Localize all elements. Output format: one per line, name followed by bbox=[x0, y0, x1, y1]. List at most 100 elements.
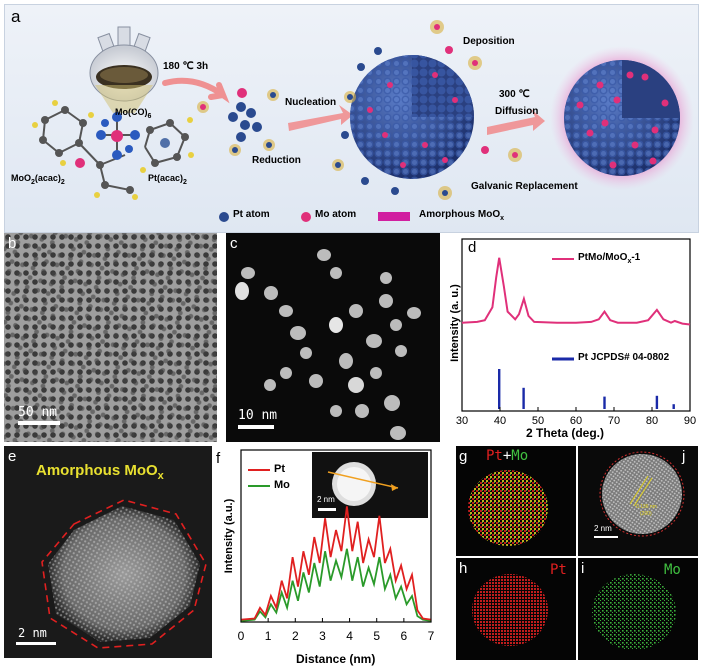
eds-xlabel: Distance (nm) bbox=[296, 652, 376, 666]
eds-inset-scale-label: 2 nm bbox=[317, 495, 335, 504]
xrd-reference-bar bbox=[522, 387, 525, 409]
panel-j-annot1: 0.196 nm bbox=[636, 504, 657, 510]
step2-label: Diffusion bbox=[495, 106, 539, 117]
eds-inset-image bbox=[312, 452, 428, 518]
flask-icon bbox=[89, 26, 159, 113]
panel-h-title: Pt bbox=[550, 562, 567, 578]
xrd-reference-bar bbox=[672, 404, 675, 409]
panel-a: a bbox=[4, 4, 699, 233]
panel-h-label: h bbox=[459, 560, 468, 577]
hrtem-lattice-icon bbox=[594, 451, 685, 538]
panel-a-schematic bbox=[32, 20, 694, 222]
eds-plot-svg: 0 1 2 3 4 5 6 7 bbox=[238, 449, 435, 643]
eds-mo-map-icon bbox=[592, 574, 676, 650]
panel-a-label: a bbox=[11, 7, 21, 26]
legend-moox-label: Amorphous MoOx bbox=[419, 209, 505, 222]
eds-xtick-label: 4 bbox=[346, 629, 353, 643]
reagent-pt-label: Pt(acac)2 bbox=[148, 173, 187, 186]
reduction-label: Reduction bbox=[252, 155, 301, 166]
eds-legend-mo-label: Mo bbox=[274, 479, 290, 491]
panel-c-label: c bbox=[230, 235, 238, 252]
panel-i-title: Mo bbox=[664, 562, 681, 578]
panel-c-haadf-image: c 10 nm bbox=[226, 233, 440, 442]
panel-j-scale-label: 2 nm bbox=[594, 524, 612, 533]
final-nanoparticle-icon bbox=[550, 46, 694, 190]
panel-d-xrd-chart: 30 40 50 60 70 80 90 d PtMo/MoOx-1 Pt JCPDS# 0… bbox=[444, 233, 698, 442]
reduction-cluster-icon bbox=[197, 88, 279, 156]
eds-overlay-map-icon bbox=[468, 470, 548, 546]
arrow-diffusion-icon bbox=[487, 109, 545, 135]
panel-g-eds-overlay: g Pt+Mo bbox=[456, 446, 576, 556]
panel-e-label: e bbox=[8, 448, 17, 465]
xrd-xlabel: 2 Theta (deg.) bbox=[526, 426, 605, 440]
legend-mo-dot-icon bbox=[301, 212, 311, 222]
panel-b-label: b bbox=[8, 235, 17, 252]
surrounding-atoms-icon bbox=[332, 20, 522, 200]
eds-xtick-label: 6 bbox=[401, 629, 408, 643]
arrow-nucleation-icon bbox=[288, 105, 353, 131]
panel-e-title: Amorphous MoOx bbox=[36, 462, 164, 482]
step2-temp-label: 300 ℃ bbox=[499, 89, 530, 100]
eds-xtick-label: 5 bbox=[373, 629, 380, 643]
xrd-legend-ref-label: Pt JCPDS# 04-0802 bbox=[578, 352, 670, 363]
eds-xtick-label: 2 bbox=[292, 629, 299, 643]
xrd-series-line bbox=[461, 257, 691, 326]
hrtem-particle-icon bbox=[16, 499, 207, 649]
panel-c-scale-label: 10 nm bbox=[238, 408, 278, 423]
panel-j-annot2: (200) bbox=[640, 511, 652, 517]
panel-g-title: Pt+Mo bbox=[486, 448, 529, 464]
legend-mo-label: Mo atom bbox=[315, 209, 357, 220]
eds-ylabel: Intensity (a.u.) bbox=[223, 498, 235, 574]
panel-h-eds-pt-map: h Pt bbox=[456, 558, 576, 660]
xrd-xtick-label: 30 bbox=[456, 415, 468, 427]
legend-pt-dot-icon bbox=[219, 212, 229, 222]
panel-d-label: d bbox=[468, 239, 477, 256]
xrd-xtick-label: 60 bbox=[570, 415, 582, 427]
eds-xtick-label: 0 bbox=[238, 629, 245, 643]
galvanic-label: Galvanic Replacement bbox=[471, 181, 578, 192]
xrd-plot-svg: 30 40 50 60 70 80 90 bbox=[456, 238, 696, 427]
xrd-xtick-label: 90 bbox=[684, 415, 696, 427]
molecule-atoms-icon bbox=[32, 100, 194, 200]
nucleation-label: Nucleation bbox=[285, 97, 337, 108]
panel-g-label: g bbox=[459, 448, 468, 465]
panel-i-label: i bbox=[581, 560, 585, 577]
xrd-reference-bar bbox=[603, 396, 606, 409]
haadf-particles-icon bbox=[235, 249, 421, 440]
panel-b-scale-label: 50 nm bbox=[18, 405, 58, 420]
reagent-mo-label: Mo(CO)6 bbox=[115, 107, 152, 120]
xrd-xtick-label: 50 bbox=[532, 415, 544, 427]
xrd-ylabel: Intensity (a. u.) bbox=[449, 284, 461, 362]
xrd-axes-frame bbox=[461, 238, 691, 412]
xrd-xtick-label: 70 bbox=[608, 415, 620, 427]
panel-j-label: j bbox=[682, 448, 686, 465]
amorphous-boundary-outline bbox=[41, 499, 207, 649]
arrow-step1-icon bbox=[162, 77, 230, 104]
eds-axes-frame bbox=[240, 449, 432, 623]
legend-pt-label: Pt atom bbox=[233, 209, 270, 220]
panel-i-eds-mo-map: i Mo bbox=[578, 558, 698, 660]
panel-e-scale-label: 2 nm bbox=[18, 626, 47, 640]
legend-moox-swatch-icon bbox=[378, 212, 410, 221]
eds-xtick-label: 1 bbox=[265, 629, 272, 643]
panel-f-label: f bbox=[216, 450, 221, 467]
xrd-reference-bar bbox=[655, 395, 659, 409]
eds-series-mo-line bbox=[240, 548, 432, 622]
panel-e-hrtem-image: e Amorphous MoOx 2 nm bbox=[4, 446, 212, 658]
panel-f-eds-line-chart: 0 1 2 3 4 5 6 7 f Pt Mo 2 nm Distance (nm) Inte… bbox=[216, 446, 452, 668]
deposition-label: Deposition bbox=[463, 36, 515, 47]
xrd-xtick-label: 40 bbox=[494, 415, 506, 427]
tem-particles-icon bbox=[4, 233, 217, 442]
step1-label: 180 ℃ 3h bbox=[163, 61, 209, 72]
panel-j-hrtem-image: j 0.196 nm (200) 2 nm bbox=[578, 446, 698, 556]
nanoparticle-sphere-icon bbox=[350, 55, 474, 179]
xrd-xtick-label: 80 bbox=[646, 415, 658, 427]
eds-legend-pt-label: Pt bbox=[274, 463, 285, 475]
panel-b-tem-image: b 50 nm bbox=[4, 233, 217, 442]
xrd-legend-sample-label: PtMo/MoOx-1 bbox=[578, 252, 641, 265]
reagent-moo2-label: MoO2(acac)2 bbox=[11, 173, 65, 186]
eds-xtick-label: 3 bbox=[319, 629, 326, 643]
eds-pt-map-icon bbox=[472, 574, 548, 646]
eds-xtick-label: 7 bbox=[428, 629, 435, 643]
eds-series-pt-line bbox=[240, 506, 432, 621]
